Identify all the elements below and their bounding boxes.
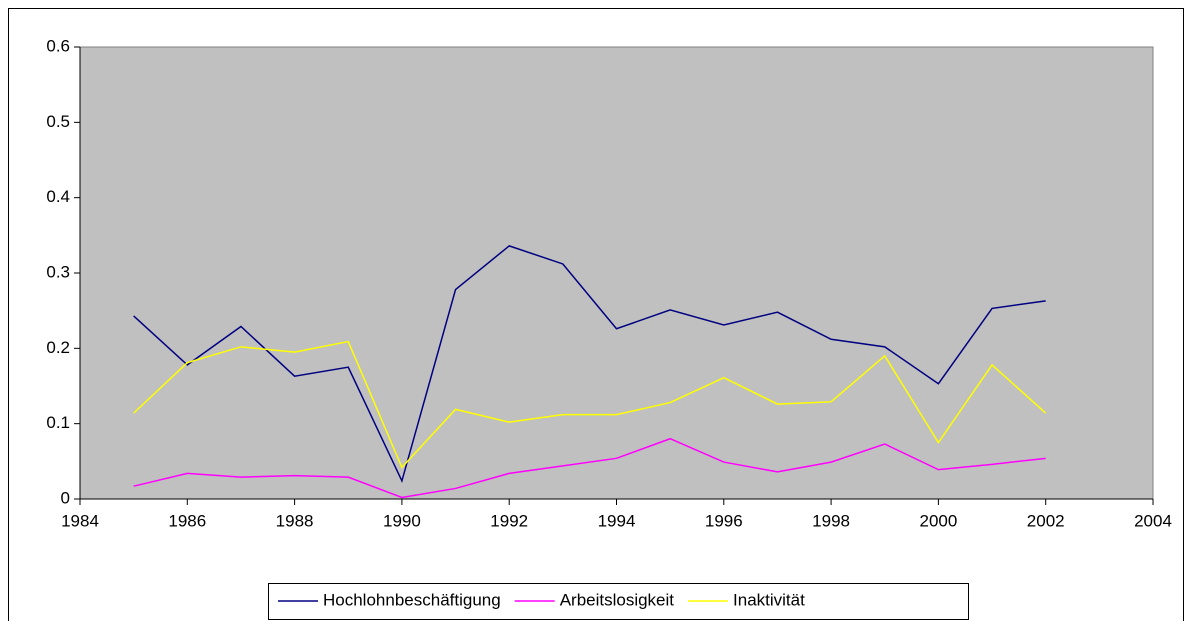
x-tick-label: 1990 (383, 511, 421, 530)
x-tick-label: 1988 (276, 511, 314, 530)
x-tick-label: 2004 (1134, 511, 1172, 530)
x-tick-label: 1998 (812, 511, 850, 530)
y-tick-label: 0.3 (46, 262, 70, 281)
x-tick-label: 1996 (705, 511, 743, 530)
legend-label: Arbeitslosigkeit (560, 590, 675, 609)
x-tick-label: 1984 (61, 511, 99, 530)
plot-area (79, 46, 1154, 500)
x-tick-label: 1986 (168, 511, 206, 530)
y-tick-label: 0.5 (46, 112, 70, 131)
x-tick-label: 2002 (1027, 511, 1065, 530)
y-tick-label: 0.6 (46, 36, 70, 55)
series-line (133, 245, 1046, 484)
y-tick-label: 0.2 (46, 338, 70, 357)
series-line (133, 340, 1047, 469)
y-tick-label: 0.4 (46, 187, 70, 206)
x-tick-label: 1992 (490, 511, 528, 530)
y-tick-label: 0.1 (46, 413, 70, 432)
series-line (133, 437, 1046, 499)
x-tick-label: 1994 (598, 511, 636, 530)
legend-box (268, 583, 969, 620)
y-tick-label: 0 (61, 488, 70, 507)
legend-label: Inaktivität (733, 590, 805, 609)
x-tick-label: 2000 (919, 511, 957, 530)
legend-label: Hochlohnbeschäftigung (323, 590, 501, 609)
